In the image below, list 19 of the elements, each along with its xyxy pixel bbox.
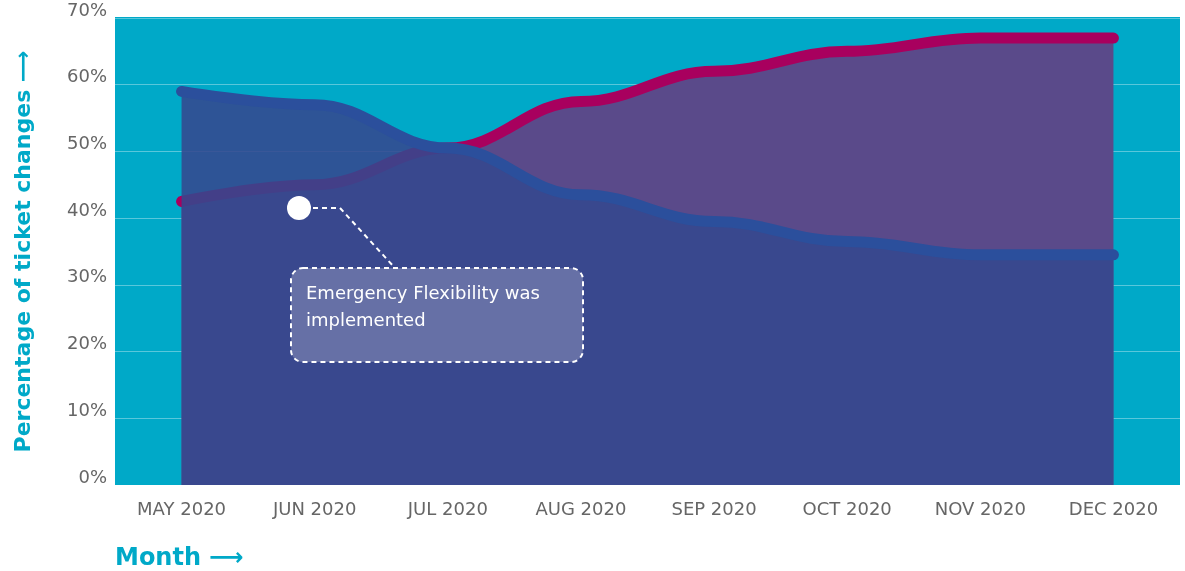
x-tick-label: MAY 2020	[137, 497, 227, 519]
x-tick-label: DEC 2020	[1068, 497, 1159, 519]
x-tick-label: SEP 2020	[671, 497, 757, 519]
y-tick-label: 10%	[66, 398, 107, 420]
x-tick-label: AUG 2020	[535, 497, 627, 519]
x-tick-label: NOV 2020	[934, 497, 1026, 519]
y-tick-label: 30%	[66, 265, 107, 287]
y-axis-title: Percentage of ticket changes ⟶	[9, 50, 35, 453]
x-tick-label: JUN 2020	[271, 497, 357, 519]
x-axis-title: Month ⟶	[115, 543, 244, 571]
y-tick-label: 50%	[66, 131, 107, 153]
y-tick-label: 40%	[66, 198, 107, 220]
y-tick-label: 20%	[66, 332, 107, 354]
x-tick-label: JUL 2020	[406, 497, 488, 519]
x-tick-label: OCT 2020	[802, 497, 892, 519]
y-tick-label: 70%	[66, 0, 107, 20]
annotation: Emergency Flexibility was implemented	[305, 281, 541, 332]
y-tick-label: 0%	[78, 465, 107, 487]
y-tick-label: 60%	[66, 65, 107, 87]
